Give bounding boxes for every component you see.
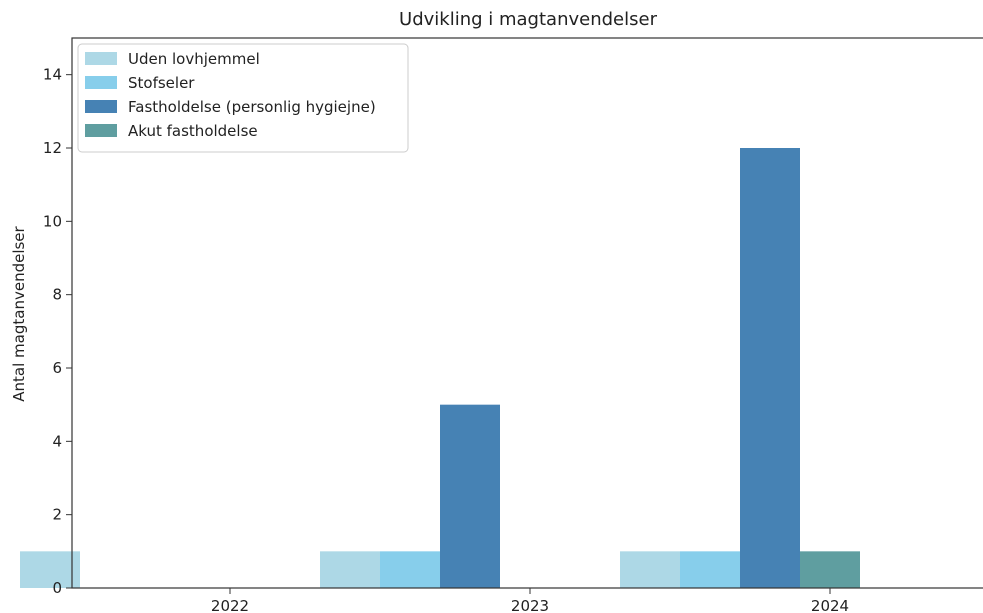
x-tick-label: 2024 xyxy=(811,597,849,613)
bar-akut-fastholdelse-2024 xyxy=(800,551,860,588)
bar-uden-lovhjemmel-2022 xyxy=(20,551,80,588)
y-ticks: 0 2 4 6 8 10 12 14 xyxy=(43,66,72,597)
bar-stofseler-2024 xyxy=(680,551,740,588)
bar-uden-lovhjemmel-2024 xyxy=(620,551,680,588)
chart-title: Udvikling i magtanvendelser xyxy=(399,9,658,30)
y-tick-label: 0 xyxy=(52,579,62,597)
bar-uden-lovhjemmel-2023 xyxy=(320,551,380,588)
legend-swatch xyxy=(85,124,117,137)
y-tick-label: 6 xyxy=(52,359,62,377)
bar-fastholdelse-personlig-hygiejne--2023 xyxy=(440,404,500,588)
y-tick-label: 8 xyxy=(52,286,62,304)
y-tick-label: 4 xyxy=(52,432,62,450)
bar-stofseler-2023 xyxy=(380,551,440,588)
x-tick-label: 2023 xyxy=(511,597,549,613)
legend-swatch xyxy=(85,76,117,89)
legend-label: Stofseler xyxy=(128,74,195,92)
legend-label: Uden lovhjemmel xyxy=(128,50,260,68)
y-tick-label: 10 xyxy=(43,212,62,230)
x-ticks: 2022 2023 2024 xyxy=(211,588,849,613)
legend-label: Akut fastholdelse xyxy=(128,122,258,140)
legend-swatch xyxy=(85,100,117,113)
bar-fastholdelse-personlig-hygiejne--2024 xyxy=(740,148,800,588)
plot-frame xyxy=(71,37,983,589)
legend-label: Fastholdelse (personlig hygiejne) xyxy=(128,98,376,116)
y-tick-label: 14 xyxy=(43,66,62,84)
y-axis-label: Antal magtanvendelser xyxy=(10,225,28,401)
legend: Uden lovhjemmel Stofseler Fastholdelse (pe… xyxy=(77,43,409,153)
x-tick-label: 2022 xyxy=(211,597,249,613)
y-tick-label: 2 xyxy=(52,506,62,524)
bars-group xyxy=(20,148,860,588)
y-tick-label: 12 xyxy=(43,139,62,157)
legend-swatch xyxy=(85,52,117,65)
legend-box xyxy=(77,43,409,153)
